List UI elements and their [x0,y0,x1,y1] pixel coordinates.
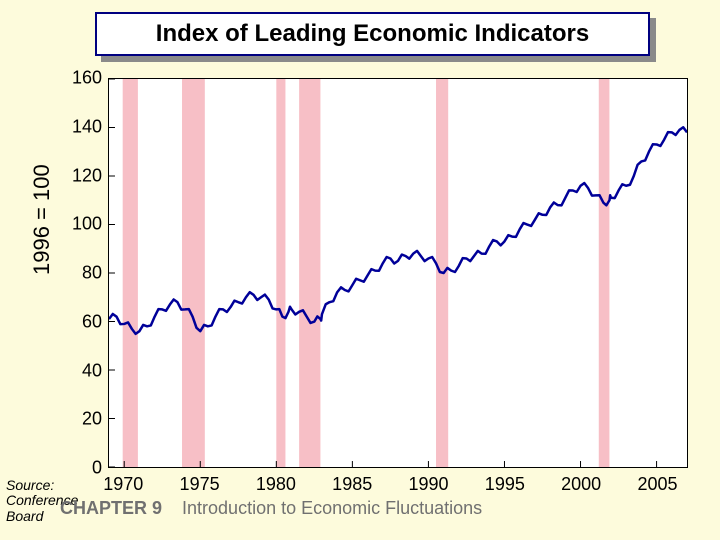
x-tick-label: 1985 [332,474,372,495]
recession-band [123,79,138,467]
chapter-label: CHAPTER 9 [60,498,162,518]
x-tick-label: 1980 [256,474,296,495]
y-tick-label: 160 [42,68,102,89]
y-tick-label: 40 [42,360,102,381]
recession-band [276,79,285,467]
page-root: Index of Leading Economic Indicators 199… [0,0,720,540]
chart-svg [109,79,687,467]
chart-plot-area [108,78,688,468]
chapter-footer: CHAPTER 9 Introduction to Economic Fluct… [60,498,482,519]
y-tick-label: 20 [42,409,102,430]
chart-title: Index of Leading Economic Indicators [95,12,650,56]
recession-band [599,79,610,467]
y-tick-label: 100 [42,214,102,235]
x-tick-label: 2000 [561,474,601,495]
y-tick-label: 60 [42,311,102,332]
source-line1: Source: [6,478,78,493]
x-tick-label: 1995 [485,474,525,495]
y-tick-label: 140 [42,116,102,137]
x-tick-label: 2005 [637,474,677,495]
recession-band [299,79,320,467]
x-tick-label: 1975 [180,474,220,495]
x-tick-label: 1970 [103,474,143,495]
recession-band [182,79,205,467]
y-tick-label: 0 [42,458,102,479]
y-tick-label: 80 [42,263,102,284]
chapter-title: Introduction to Economic Fluctuations [182,498,482,518]
x-tick-label: 1990 [408,474,448,495]
title-box: Index of Leading Economic Indicators [95,12,650,56]
y-tick-label: 120 [42,165,102,186]
